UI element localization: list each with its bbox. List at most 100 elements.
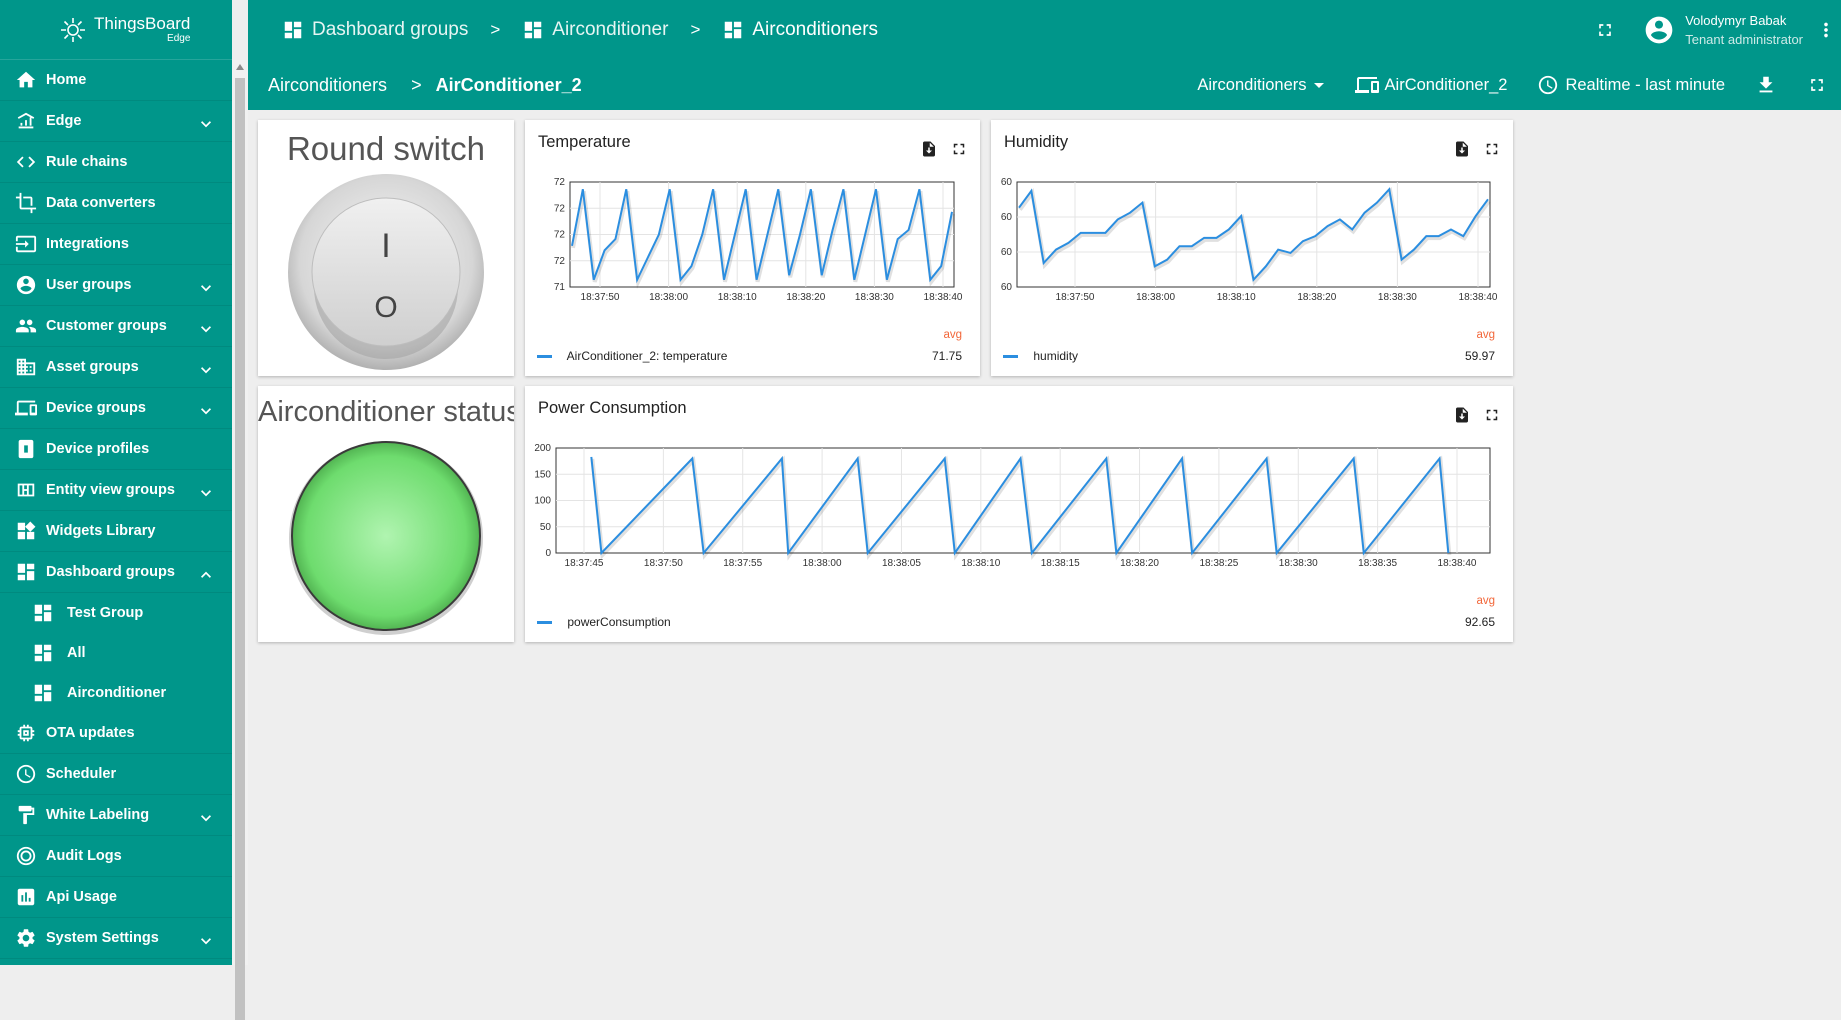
breadcrumb-airconditioners: Airconditioners	[722, 19, 878, 41]
account-circle-icon[interactable]	[1643, 14, 1675, 46]
state-select[interactable]: Airconditioners	[1197, 76, 1324, 95]
fullscreen-icon[interactable]	[1595, 20, 1615, 40]
sidebar-item-dashboard-groups[interactable]: Dashboard groups	[0, 552, 232, 593]
power-consumption-widget: Power Consumption 200 150 100 50 0 18:37:45 18…	[525, 386, 1513, 642]
brand-sub: Edge	[167, 33, 191, 44]
device-profile-icon	[14, 437, 38, 461]
fullscreen-icon[interactable]	[1483, 406, 1501, 424]
chevron-down-icon	[201, 408, 211, 415]
x-tick-label: 18:38:30	[855, 292, 894, 303]
power-chart[interactable]: 200 150 100 50 0 18:37:45 18:37:50 18:37:55 18:3…	[525, 438, 1513, 588]
breadcrumb: Dashboard groups > Airconditioner > Airc…	[282, 0, 878, 60]
legend-series-name[interactable]: powerConsumption	[567, 615, 671, 629]
entity-select[interactable]: AirConditioner_2	[1354, 73, 1507, 97]
sidebar-item-device-groups[interactable]: Device groups	[0, 388, 232, 429]
sidebar-item-label: User groups	[46, 277, 132, 293]
switch-on-label: I	[381, 227, 390, 265]
devices-icon	[1354, 77, 1379, 93]
legend-series-name[interactable]: AirConditioner_2: temperature	[566, 349, 728, 363]
chevron-down-icon	[201, 490, 211, 497]
sidebar-item-white-labeling[interactable]: White Labeling	[0, 795, 232, 836]
dashboard-toolbar: Airconditioners > AirConditioner_2 Airco…	[248, 60, 1841, 110]
round-switch-knob[interactable]: I O	[286, 172, 486, 372]
sidebar-item-edge[interactable]: Edge	[0, 101, 232, 142]
sidebar-item-customer-groups[interactable]: Customer groups	[0, 306, 232, 347]
sidebar-subitem-label: All	[67, 645, 86, 661]
sidebar-subitem-airconditioner[interactable]: Airconditioner	[0, 673, 232, 713]
sidebar-item-integrations[interactable]: Integrations	[0, 224, 232, 265]
breadcrumb-airconditioner[interactable]: Airconditioner	[522, 19, 668, 41]
chevron-down-icon	[201, 938, 211, 945]
sidebar-item-label: Asset groups	[46, 359, 139, 375]
y-tick-label: 72	[554, 203, 566, 214]
dashboard-state-breadcrumb: Airconditioners > AirConditioner_2	[268, 60, 582, 110]
rule-chain-icon	[14, 150, 38, 174]
x-tick-label: 18:38:10	[961, 558, 1000, 569]
status-led	[289, 441, 483, 635]
legend-series-name[interactable]: humidity	[1033, 349, 1079, 363]
fullscreen-icon[interactable]	[950, 140, 968, 158]
series-shadow	[571, 190, 955, 289]
sidebar-item-label: OTA updates	[46, 725, 135, 741]
x-tick-label: 18:38:25	[1199, 558, 1238, 569]
scrollbar-thumb[interactable]	[235, 78, 245, 1020]
x-tick-label: 18:38:00	[803, 558, 842, 569]
status-title: Airconditioner status	[258, 396, 514, 428]
sidebar-item-label: Audit Logs	[46, 848, 122, 864]
y-tick-label: 50	[540, 522, 552, 533]
sidebar-nav: Home Edge Rule chains Data converters Integr…	[0, 60, 232, 959]
chevron-down-icon	[201, 367, 211, 374]
sidebar-item-home[interactable]: Home	[0, 60, 232, 101]
more-vert-icon[interactable]	[1815, 19, 1837, 41]
export-icon[interactable]	[1453, 406, 1471, 424]
temperature-widget: Temperature 72 72 72 72 71 18:37:50 18:38:00 18…	[525, 120, 980, 376]
home-icon	[14, 68, 38, 92]
y-tick-label: 71	[554, 282, 566, 293]
sidebar-item-widgets-library[interactable]: Widgets Library	[0, 511, 232, 552]
x-tick-label: 18:38:30	[1378, 292, 1417, 303]
user-name: Volodymyr Babak	[1685, 13, 1787, 28]
sidebar-item-label: Edge	[46, 113, 82, 129]
sidebar-item-rule-chains[interactable]: Rule chains	[0, 142, 232, 183]
breadcrumb-dashboard-groups[interactable]: Dashboard groups	[282, 19, 468, 41]
sidebar-item-asset-groups[interactable]: Asset groups	[0, 347, 232, 388]
sidebar-item-api-usage[interactable]: Api Usage	[0, 877, 232, 918]
sidebar-item-user-groups[interactable]: User groups	[0, 265, 232, 306]
sidebar-scrollbar[interactable]	[232, 60, 248, 1020]
timewindow-button[interactable]: Realtime - last minute	[1537, 74, 1725, 96]
sidebar-item-data-converters[interactable]: Data converters	[0, 183, 232, 224]
fullscreen-icon[interactable]	[1483, 140, 1501, 158]
user-role: Tenant administrator	[1685, 32, 1803, 47]
sidebar-subitem-label: Test Group	[67, 605, 144, 621]
scroll-up-arrow-icon[interactable]	[236, 64, 244, 70]
sidebar-item-system-settings[interactable]: System Settings	[0, 918, 232, 959]
power-legend: avg powerConsumption 92.65	[537, 595, 1495, 629]
device-icon	[14, 396, 38, 420]
sidebar-subitem-test-group[interactable]: Test Group	[0, 593, 232, 633]
sidebar-item-audit-logs[interactable]: Audit Logs	[0, 836, 232, 877]
fullscreen-icon[interactable]	[1807, 75, 1827, 95]
export-icon[interactable]	[920, 140, 938, 158]
sidebar-item-device-profiles[interactable]: Device profiles	[0, 429, 232, 470]
thingsboard-logo-icon	[61, 17, 85, 42]
sidebar-item-entity-view-groups[interactable]: Entity view groups	[0, 470, 232, 511]
dashboard-icon	[31, 601, 55, 625]
temperature-chart[interactable]: 72 72 72 72 71 18:37:50 18:38:00 18:38:10 18:38:…	[525, 172, 980, 322]
y-tick-label: 60	[1001, 247, 1013, 258]
y-tick-label: 72	[554, 230, 566, 241]
x-tick-label: 18:37:50	[1056, 292, 1095, 303]
sidebar-item-scheduler[interactable]: Scheduler	[0, 754, 232, 795]
integration-icon	[14, 232, 38, 256]
logo[interactable]: ThingsBoard Edge	[0, 0, 232, 60]
user-menu: Volodymyr Babak Tenant administrator	[1595, 0, 1841, 60]
breadcrumb-separator: >	[690, 20, 701, 39]
legend-avg-value: 92.65	[1464, 615, 1495, 629]
series-line	[590, 455, 1450, 556]
sidebar-item-label: Integrations	[46, 236, 129, 252]
export-icon[interactable]	[1453, 140, 1471, 158]
sidebar-subitem-all[interactable]: All	[0, 633, 232, 673]
sidebar-item-ota-updates[interactable]: OTA updates	[0, 713, 232, 754]
state-crumb-airconditioners[interactable]: Airconditioners	[268, 74, 388, 95]
download-icon[interactable]	[1755, 74, 1777, 96]
humidity-chart[interactable]: 60 60 60 60 18:37:50 18:38:00 18:38:10 18:38:20…	[991, 172, 1513, 322]
